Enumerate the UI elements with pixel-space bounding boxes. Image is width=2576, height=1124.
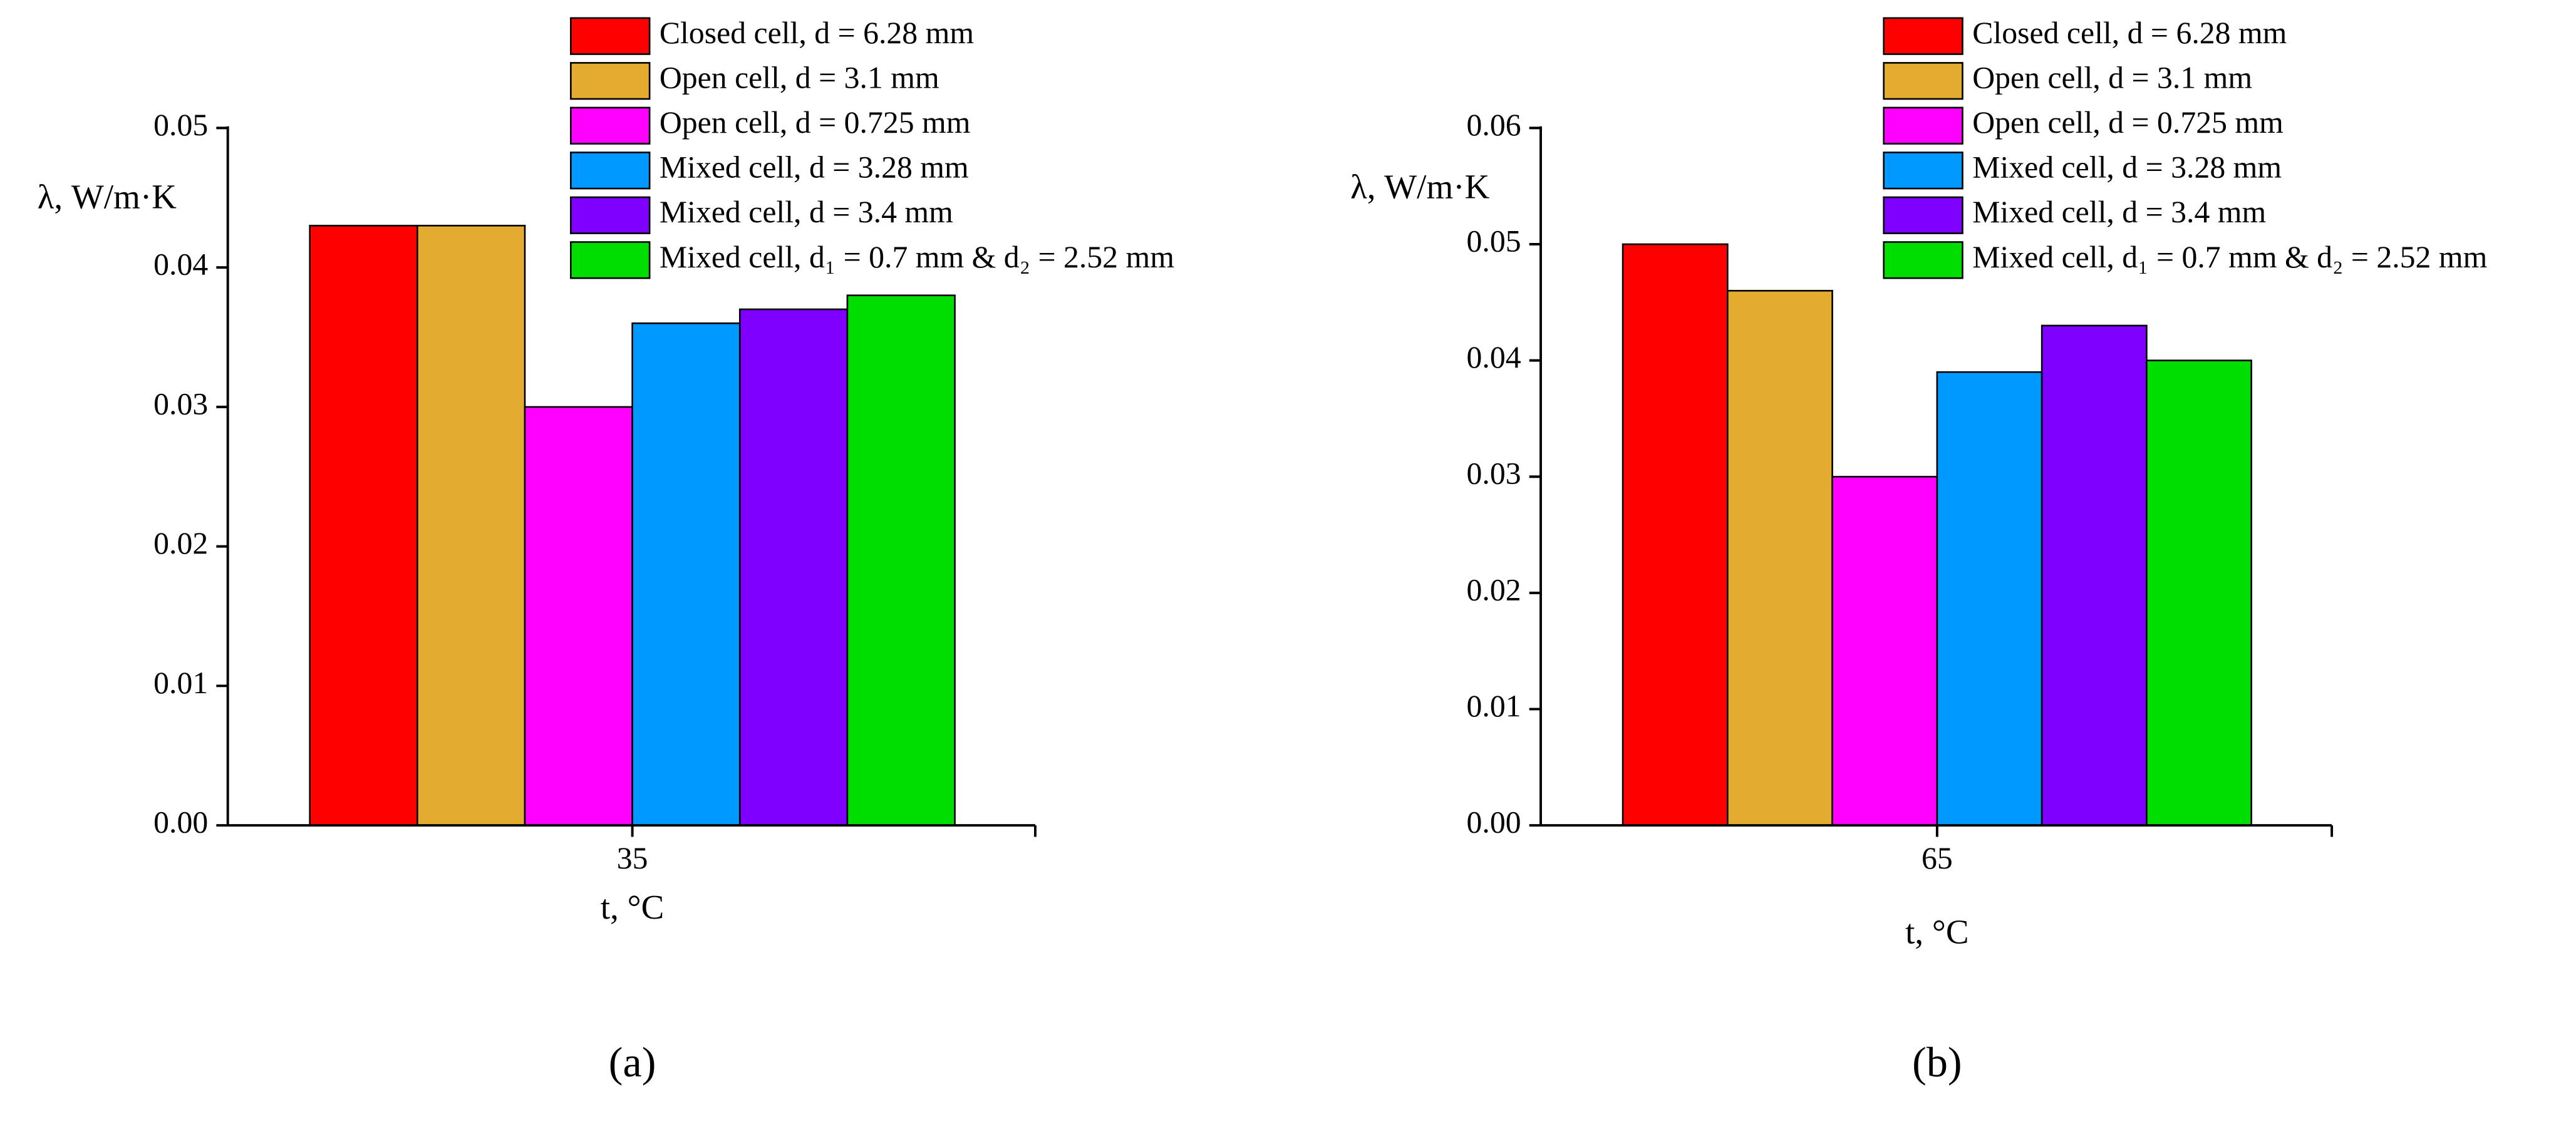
y-axis-label: λ, W/m·K (1350, 168, 1490, 206)
legend-label: Open cell, d = 3.1 mm (1972, 61, 2252, 95)
y-tick-label: 0.01 (1467, 689, 1521, 723)
bar (2146, 359, 2253, 827)
legend-swatch (1883, 106, 1963, 145)
x-axis-label: t, °C (601, 888, 665, 926)
legend-label: Mixed cell, d = 3.4 mm (660, 195, 953, 229)
x-tick-label: 35 (617, 841, 648, 875)
legend-label: Open cell, d = 3.1 mm (660, 61, 939, 95)
y-tick-label: 0.04 (153, 247, 208, 282)
bar (1936, 371, 2043, 827)
y-tick-label: 0.03 (1467, 456, 1521, 491)
legend-swatch (570, 106, 651, 145)
bar (846, 294, 956, 827)
panel-label: (a) (609, 1038, 656, 1086)
legend-swatch (1883, 241, 1963, 279)
legend-swatch (1883, 152, 1963, 190)
panel-label: (b) (1912, 1038, 1962, 1086)
y-tick-label: 0.05 (153, 108, 208, 142)
x-tick-label: 65 (1922, 841, 1953, 875)
legend-swatch (1883, 196, 1963, 234)
y-tick-label: 0.05 (1467, 224, 1521, 258)
y-axis-label: λ, W/m·K (38, 177, 177, 215)
y-tick-label: 0.04 (1467, 340, 1521, 374)
legend-swatch (1883, 62, 1963, 100)
bar (524, 406, 633, 827)
bar (738, 308, 849, 827)
legend-swatch (570, 241, 651, 279)
y-tick-label: 0.00 (1467, 805, 1521, 840)
y-tick-label: 0.00 (153, 805, 208, 840)
legend-swatch (570, 62, 651, 100)
legend-label: Mixed cell, d₁ = 0.7 mm & d₂ = 2.52 mm (1972, 240, 2487, 274)
legend-label: Open cell, d = 0.725 mm (1972, 105, 2284, 140)
y-tick-label: 0.02 (153, 526, 208, 560)
bar (2041, 324, 2148, 827)
y-tick-label: 0.02 (1467, 572, 1521, 607)
y-tick-label: 0.01 (153, 666, 208, 700)
y-tick-label: 0.03 (153, 386, 208, 421)
legend-swatch (570, 152, 651, 190)
bar (416, 225, 526, 827)
legend-label: Open cell, d = 0.725 mm (660, 105, 971, 140)
legend-swatch (570, 17, 651, 55)
bar (1831, 475, 1938, 827)
x-axis-label: t, °C (1905, 912, 1969, 951)
bar (1622, 243, 1729, 827)
legend-swatch (570, 196, 651, 234)
legend-label: Closed cell, d = 6.28 mm (660, 16, 974, 50)
bar (1727, 289, 1833, 827)
legend-label: Closed cell, d = 6.28 mm (1972, 16, 2287, 50)
legend-label: Mixed cell, d = 3.28 mm (1972, 150, 2282, 185)
legend-label: Mixed cell, d = 3.28 mm (660, 150, 969, 185)
legend-label: Mixed cell, d = 3.4 mm (1972, 195, 2266, 229)
y-tick-label: 0.06 (1467, 108, 1521, 142)
legend-label: Mixed cell, d₁ = 0.7 mm & d₂ = 2.52 mm (660, 240, 1174, 274)
legend-swatch (1883, 17, 1963, 55)
bar (309, 225, 418, 827)
bar (631, 322, 741, 827)
